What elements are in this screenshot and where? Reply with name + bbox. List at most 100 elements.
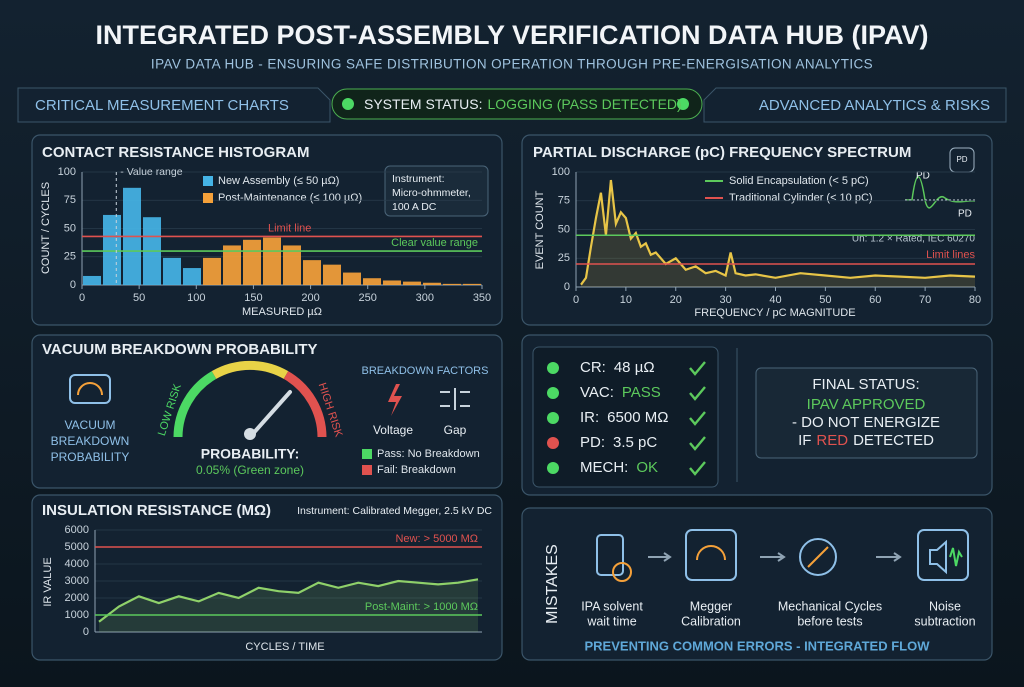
y-tick-label: 25 <box>558 252 570 264</box>
nav-right-box <box>703 87 1007 123</box>
bar <box>343 272 361 285</box>
status-dot <box>342 98 354 110</box>
gauge-icon-arc <box>77 382 103 396</box>
final-word: DETECTED <box>853 432 934 449</box>
bar <box>263 237 281 285</box>
x-tick-label: 350 <box>473 292 491 304</box>
chart-title: CONTACT RESISTANCE HISTOGRAM <box>42 144 310 161</box>
probability-value: 0.05% (Green zone) <box>196 463 304 477</box>
legend-swatch <box>203 176 213 186</box>
gauge-needle <box>248 390 292 439</box>
check-row: IR: 6500 MΩ <box>580 409 668 426</box>
y-tick-label: 5000 <box>65 541 89 553</box>
check-label: VAC: <box>580 384 614 401</box>
check-row: VAC: PASS <box>580 384 661 401</box>
legend-label: Pass: No Breakdown <box>377 448 480 460</box>
legend-label: New Assembly (≤ 50 µΩ) <box>218 175 339 187</box>
status-dot <box>547 462 559 474</box>
y-tick-label: 0 <box>83 626 89 638</box>
step-label: subtraction <box>914 614 975 628</box>
y-tick-label: 1000 <box>65 609 89 621</box>
note-box <box>384 165 489 217</box>
line <box>98 578 479 623</box>
x-tick-label: 150 <box>244 292 262 304</box>
icon-label: PROBABILITY <box>51 450 130 464</box>
bar <box>283 245 301 285</box>
legend-label: Post-Maintenance (≤ 100 µΩ) <box>218 192 362 204</box>
y-tick-label: 100 <box>58 166 76 178</box>
status-value: LOGGING (PASS DETECTED) <box>488 96 682 112</box>
gauge-hub <box>244 428 256 440</box>
x-tick-label: 20 <box>670 294 682 306</box>
y-tick-label: 6000 <box>65 524 89 536</box>
x-tick-label: 60 <box>869 294 881 306</box>
chart-title: INSULATION RESISTANCE (MΩ) <box>42 502 271 519</box>
waveform-icon <box>905 176 976 209</box>
final-title: FINAL STATUS: <box>812 376 919 393</box>
step-label: wait time <box>586 614 636 628</box>
status-label: SYSTEM STATUS: <box>364 96 483 112</box>
x-tick-label: 0 <box>79 292 85 304</box>
legend-label: Fail: Breakdown <box>377 464 456 476</box>
gauge-arc <box>283 371 327 438</box>
page-title: INTEGRATED POST-ASSEMBLY VERIFICATION DA… <box>95 20 928 50</box>
bar <box>243 239 261 285</box>
bar <box>363 278 381 285</box>
bottle-icon <box>596 534 624 576</box>
x-tick-label: 100 <box>187 292 205 304</box>
x-tick-label: 70 <box>919 294 931 306</box>
y-tick-label: 25 <box>64 251 76 263</box>
area <box>99 579 478 632</box>
arrow <box>760 552 786 562</box>
step-label: before tests <box>797 614 862 628</box>
check-value: 6500 MΩ <box>607 409 668 426</box>
check-row: PD: 3.5 pC <box>580 434 657 451</box>
check-mark <box>689 386 706 401</box>
nav-right: ADVANCED ANALYTICS & RISKS <box>759 97 990 114</box>
x-tick-label: 250 <box>359 292 377 304</box>
gap-icon <box>440 388 470 410</box>
y-tick-label: 0 <box>70 279 76 291</box>
marker-label: - Value range <box>120 166 182 178</box>
y-tick-label: 50 <box>64 222 76 234</box>
check-value: PASS <box>622 384 661 401</box>
clock-icon <box>612 562 632 582</box>
noise-icon <box>949 547 963 567</box>
status-dot <box>547 387 559 399</box>
nav-left: CRITICAL MEASUREMENT CHARTS <box>35 97 289 114</box>
annotation: Un: 1.2 × Rated, IEC 60270 <box>852 234 976 245</box>
bar <box>423 282 441 285</box>
bar <box>403 281 421 285</box>
check-label: PD: <box>580 434 605 451</box>
speaker-box <box>917 529 969 581</box>
gauge-icon <box>69 374 111 404</box>
flow-arrows <box>648 552 902 562</box>
nav-left-box <box>17 87 331 123</box>
y-tick-label: 75 <box>64 194 76 206</box>
panel <box>31 494 503 661</box>
y-tick-label: 2000 <box>65 592 89 604</box>
step-label: Noise <box>929 599 961 613</box>
threshold-label: Limit line <box>268 222 311 234</box>
bar <box>443 283 461 285</box>
icon-label: PD <box>956 155 967 164</box>
area <box>580 180 975 287</box>
threshold-label: Clear value range <box>391 237 478 249</box>
icon-label: PD <box>958 209 972 220</box>
bar <box>83 275 101 285</box>
bar <box>203 257 221 285</box>
step-label: Mechanical Cycles <box>778 599 882 613</box>
check-label: IR: <box>580 409 599 426</box>
note-line: Instrument: <box>392 173 445 185</box>
check-label: CR: <box>580 359 606 376</box>
x-tick-label: 50 <box>133 292 145 304</box>
page-subtitle: IPAV DATA HUB - ENSURING SAFE DISTRIBUTI… <box>151 57 873 72</box>
bar <box>383 280 401 285</box>
note-line: Micro-ohmmeter, <box>392 187 471 199</box>
status-text: SYSTEM STATUS: LOGGING (PASS DETECTED) <box>364 96 682 112</box>
x-tick-label: 200 <box>301 292 319 304</box>
x-tick-label: 10 <box>620 294 632 306</box>
y-tick-label: 100 <box>552 166 570 178</box>
bar <box>163 257 181 285</box>
